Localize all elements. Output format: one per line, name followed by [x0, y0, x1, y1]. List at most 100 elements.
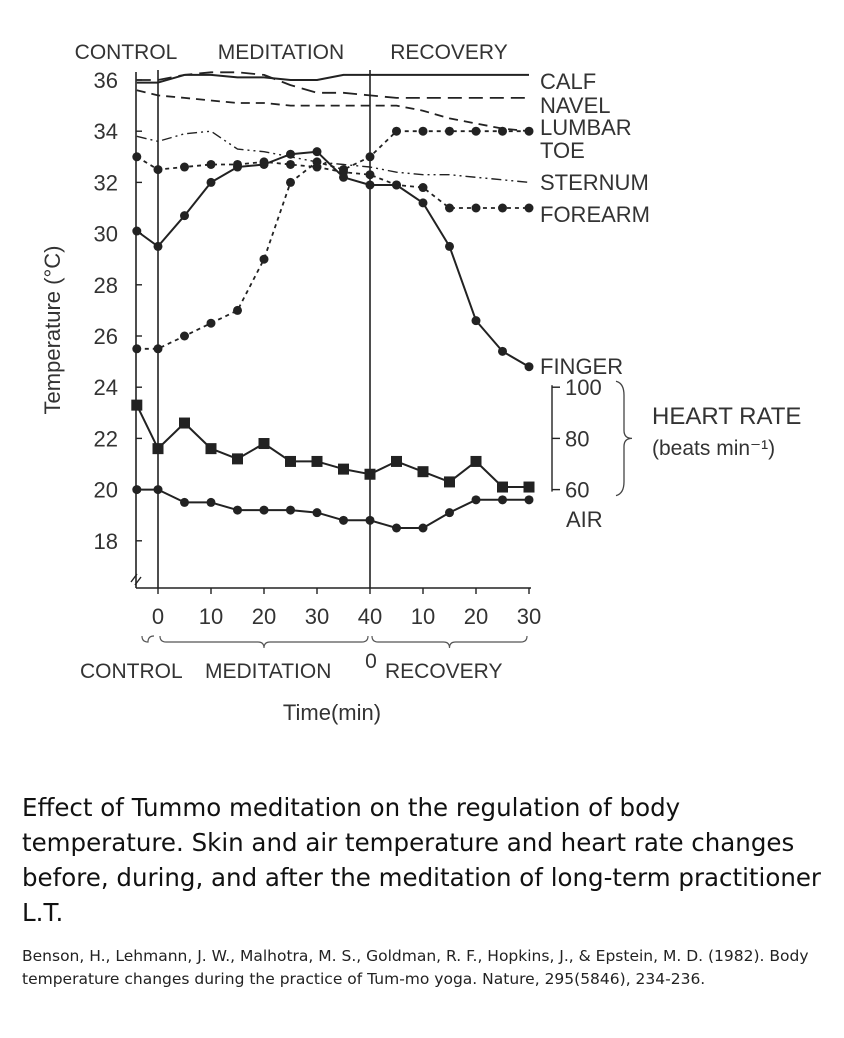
data-point — [523, 481, 535, 493]
series-label-lumbar: LUMBAR — [540, 115, 632, 140]
data-point — [312, 508, 322, 518]
series-navel — [136, 71, 529, 99]
data-point — [498, 203, 507, 213]
bottom-phase-label-meditation: MEDITATION — [205, 660, 331, 683]
data-point — [445, 126, 454, 136]
x-tick-label: 20 — [464, 604, 488, 629]
data-point — [365, 152, 375, 162]
temperature-chart: 18 20 22 24 26 28 30 32 34 36 0 10 20 30 40 10 20 30 Tempe… — [40, 41, 801, 725]
data-point — [259, 505, 269, 515]
x-axis-label: Time(min) — [283, 700, 381, 725]
data-point — [391, 455, 402, 467]
series-line-finger — [136, 150, 530, 368]
top-phase-label: RECOVERY — [390, 41, 507, 64]
bottom-phase-label-recovery: RECOVERY — [385, 660, 502, 683]
axis-break-mark — [130, 573, 142, 586]
data-point — [445, 508, 454, 518]
data-point — [233, 505, 242, 515]
data-point — [418, 126, 428, 136]
y-tick-label: 24 — [94, 375, 118, 400]
data-point — [233, 162, 242, 172]
series-label-sternum: STERNUM — [540, 170, 649, 195]
x-tick-label: 20 — [252, 604, 276, 629]
series-line-lumbar — [136, 89, 530, 133]
data-point — [392, 180, 401, 190]
x-tick-label: 0 — [152, 604, 164, 629]
data-point — [524, 203, 534, 213]
data-point — [153, 241, 163, 251]
data-point — [338, 463, 349, 475]
data-point — [286, 159, 295, 169]
series-line-navel — [136, 71, 529, 99]
series-line-sternum — [136, 130, 530, 184]
recovery-brace — [371, 635, 528, 649]
series-label-forearm: FOREARM — [540, 202, 650, 227]
series-layer — [131, 71, 535, 533]
data-point — [365, 515, 375, 525]
data-point — [498, 126, 507, 136]
series-label-finger: FINGER — [540, 354, 623, 379]
data-point — [365, 180, 375, 190]
data-point — [233, 305, 242, 315]
data-point — [498, 346, 507, 356]
data-point — [286, 505, 295, 515]
data-point — [131, 399, 143, 411]
data-point — [524, 362, 534, 372]
data-point — [392, 523, 401, 533]
data-point — [180, 211, 189, 221]
data-point — [206, 159, 216, 169]
data-point — [206, 497, 216, 507]
heart-rate-label: HEART RATE — [652, 403, 801, 430]
figure-caption: Effect of Tummo meditation on the regula… — [22, 793, 821, 927]
data-point — [365, 170, 375, 180]
data-point — [470, 455, 482, 467]
y-tick-label: 32 — [94, 170, 118, 195]
data-point — [132, 152, 142, 162]
heart-rate-brace — [615, 380, 633, 497]
data-point — [180, 497, 189, 507]
figure-reference: Benson, H., Lehmann, J. W., Malhotra, M.… — [22, 947, 809, 988]
series-line-calf — [136, 73, 529, 84]
data-point — [205, 443, 217, 455]
series-finger — [132, 147, 534, 372]
series-label-air: AIR — [566, 507, 603, 532]
data-point — [259, 159, 269, 169]
data-point — [259, 254, 269, 264]
series-lumbar — [136, 89, 530, 133]
series-sternum — [136, 130, 530, 184]
data-point — [524, 126, 534, 136]
data-point — [206, 177, 216, 187]
data-point — [418, 198, 428, 208]
y-tick-label: 34 — [94, 119, 118, 144]
series-label-navel: NAVEL — [540, 93, 611, 118]
data-point — [524, 495, 534, 505]
x-tick-label: 10 — [199, 604, 223, 629]
data-point — [498, 495, 507, 505]
series-line-forearm — [136, 156, 529, 209]
top-phase-label: MEDITATION — [218, 41, 344, 64]
data-point — [312, 147, 322, 157]
data-point — [392, 126, 401, 136]
series-line-air — [136, 488, 529, 529]
heart-rate-tick-label: 60 — [565, 478, 589, 503]
data-point — [418, 523, 428, 533]
data-point — [286, 149, 295, 159]
data-point — [471, 316, 481, 326]
data-point — [153, 485, 163, 495]
data-point — [132, 485, 142, 495]
series-line-heart-rate — [135, 404, 529, 488]
series-label-toe: TOE — [540, 138, 585, 163]
data-point — [286, 177, 295, 187]
y-tick-label: 30 — [94, 222, 118, 247]
data-point — [132, 226, 142, 236]
series-forearm — [132, 152, 534, 213]
data-point — [418, 183, 428, 193]
meditation-brace — [159, 635, 369, 649]
data-point — [153, 165, 163, 175]
data-point — [179, 417, 190, 429]
bottom-phase-label-zero: 0 — [365, 650, 377, 673]
data-point — [206, 318, 216, 328]
data-point — [445, 203, 454, 213]
data-point — [445, 241, 454, 251]
data-point — [311, 455, 323, 467]
